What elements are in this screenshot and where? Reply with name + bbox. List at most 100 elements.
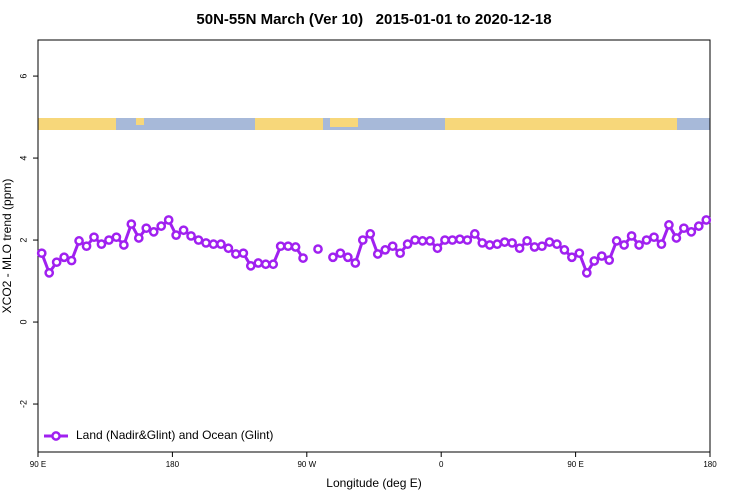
data-point bbox=[51, 257, 62, 268]
data-point bbox=[119, 240, 129, 250]
data-point bbox=[455, 234, 465, 245]
data-point bbox=[425, 236, 435, 246]
data-point bbox=[596, 251, 607, 261]
data-point bbox=[156, 221, 167, 231]
y-tick-label: 0 bbox=[18, 320, 28, 325]
y-tick-label: 4 bbox=[18, 156, 28, 161]
data-point bbox=[186, 231, 196, 241]
data-point bbox=[626, 231, 637, 241]
data-point bbox=[290, 242, 301, 252]
data-point bbox=[701, 215, 712, 225]
data-point bbox=[567, 252, 577, 263]
legend-marker bbox=[51, 431, 61, 441]
legend-label: Land (Nadir&Glint) and Ocean (Glint) bbox=[76, 428, 273, 442]
y-tick-label: 6 bbox=[18, 74, 28, 79]
data-point bbox=[417, 236, 428, 246]
data-point bbox=[641, 235, 652, 245]
data-point bbox=[148, 227, 159, 237]
data-point bbox=[59, 252, 69, 263]
data-point bbox=[365, 229, 376, 239]
data-point bbox=[529, 242, 540, 252]
x-tick-label: 90 E bbox=[567, 460, 583, 469]
data-point bbox=[604, 255, 615, 265]
data-point bbox=[133, 233, 144, 243]
data-point bbox=[671, 233, 682, 243]
data-point bbox=[44, 268, 55, 278]
data-point bbox=[664, 220, 674, 230]
data-point bbox=[484, 240, 495, 250]
data-point bbox=[298, 253, 308, 263]
data-point bbox=[574, 248, 585, 259]
y-tick-label: -2 bbox=[18, 400, 28, 408]
data-point bbox=[89, 232, 99, 243]
data-point bbox=[216, 239, 226, 250]
data-point bbox=[507, 238, 517, 248]
data-point bbox=[395, 248, 405, 259]
data-point bbox=[81, 241, 92, 252]
land-band bbox=[136, 118, 144, 125]
data-point bbox=[111, 232, 122, 243]
data-point bbox=[402, 239, 413, 250]
data-point bbox=[223, 243, 234, 254]
land-ocean-strip bbox=[38, 118, 710, 130]
x-tick-label: 180 bbox=[703, 460, 717, 469]
data-point bbox=[350, 258, 361, 268]
data-point bbox=[537, 241, 547, 252]
data-point bbox=[104, 235, 114, 245]
land-band bbox=[38, 118, 116, 130]
data-point bbox=[686, 227, 697, 237]
data-point bbox=[126, 219, 137, 229]
data-point bbox=[544, 237, 555, 247]
data-point bbox=[238, 248, 249, 259]
x-tick-label: 0 bbox=[439, 460, 444, 469]
data-point bbox=[589, 256, 600, 266]
data-point bbox=[372, 249, 383, 259]
data-point bbox=[357, 235, 368, 245]
data-point bbox=[619, 240, 629, 250]
data-point bbox=[477, 238, 488, 248]
data-point bbox=[66, 255, 77, 266]
data-point bbox=[193, 235, 204, 245]
data-point bbox=[611, 236, 622, 246]
data-point bbox=[552, 239, 562, 250]
data-point bbox=[208, 239, 219, 250]
data-point bbox=[96, 239, 107, 250]
data-point bbox=[36, 248, 47, 259]
data-point bbox=[649, 232, 659, 243]
y-axis-label: XCO2 - MLO trend (ppm) bbox=[0, 179, 14, 314]
data-point bbox=[163, 215, 174, 225]
data-point bbox=[335, 248, 346, 259]
data-point bbox=[380, 245, 391, 255]
land-band bbox=[445, 118, 677, 130]
data-point bbox=[313, 244, 323, 254]
y-tick-label: 2 bbox=[18, 238, 28, 243]
data-point bbox=[514, 243, 525, 254]
data-point bbox=[231, 249, 241, 259]
data-point bbox=[201, 238, 211, 248]
data-point bbox=[492, 239, 503, 250]
data-point bbox=[693, 221, 704, 231]
plot-frame bbox=[37, 39, 711, 453]
data-point bbox=[440, 235, 450, 245]
data-point bbox=[581, 268, 592, 278]
data-point bbox=[260, 259, 271, 270]
data-point bbox=[171, 230, 181, 240]
data-point bbox=[178, 225, 189, 236]
data-point bbox=[387, 241, 398, 252]
x-axis-label: Longitude (deg E) bbox=[326, 476, 421, 490]
data-point bbox=[447, 235, 458, 245]
data-point bbox=[343, 252, 353, 263]
x-tick-label: 90 W bbox=[297, 460, 316, 469]
data-point bbox=[410, 235, 420, 245]
data-point bbox=[141, 223, 152, 234]
data-point bbox=[268, 259, 279, 270]
data-point bbox=[679, 223, 689, 234]
data-point bbox=[328, 252, 338, 263]
land-band bbox=[255, 118, 323, 130]
x-tick-label: 180 bbox=[166, 460, 180, 469]
data-point bbox=[559, 245, 570, 255]
land-band bbox=[330, 118, 358, 127]
data-point bbox=[275, 241, 286, 252]
data-point bbox=[469, 229, 480, 239]
